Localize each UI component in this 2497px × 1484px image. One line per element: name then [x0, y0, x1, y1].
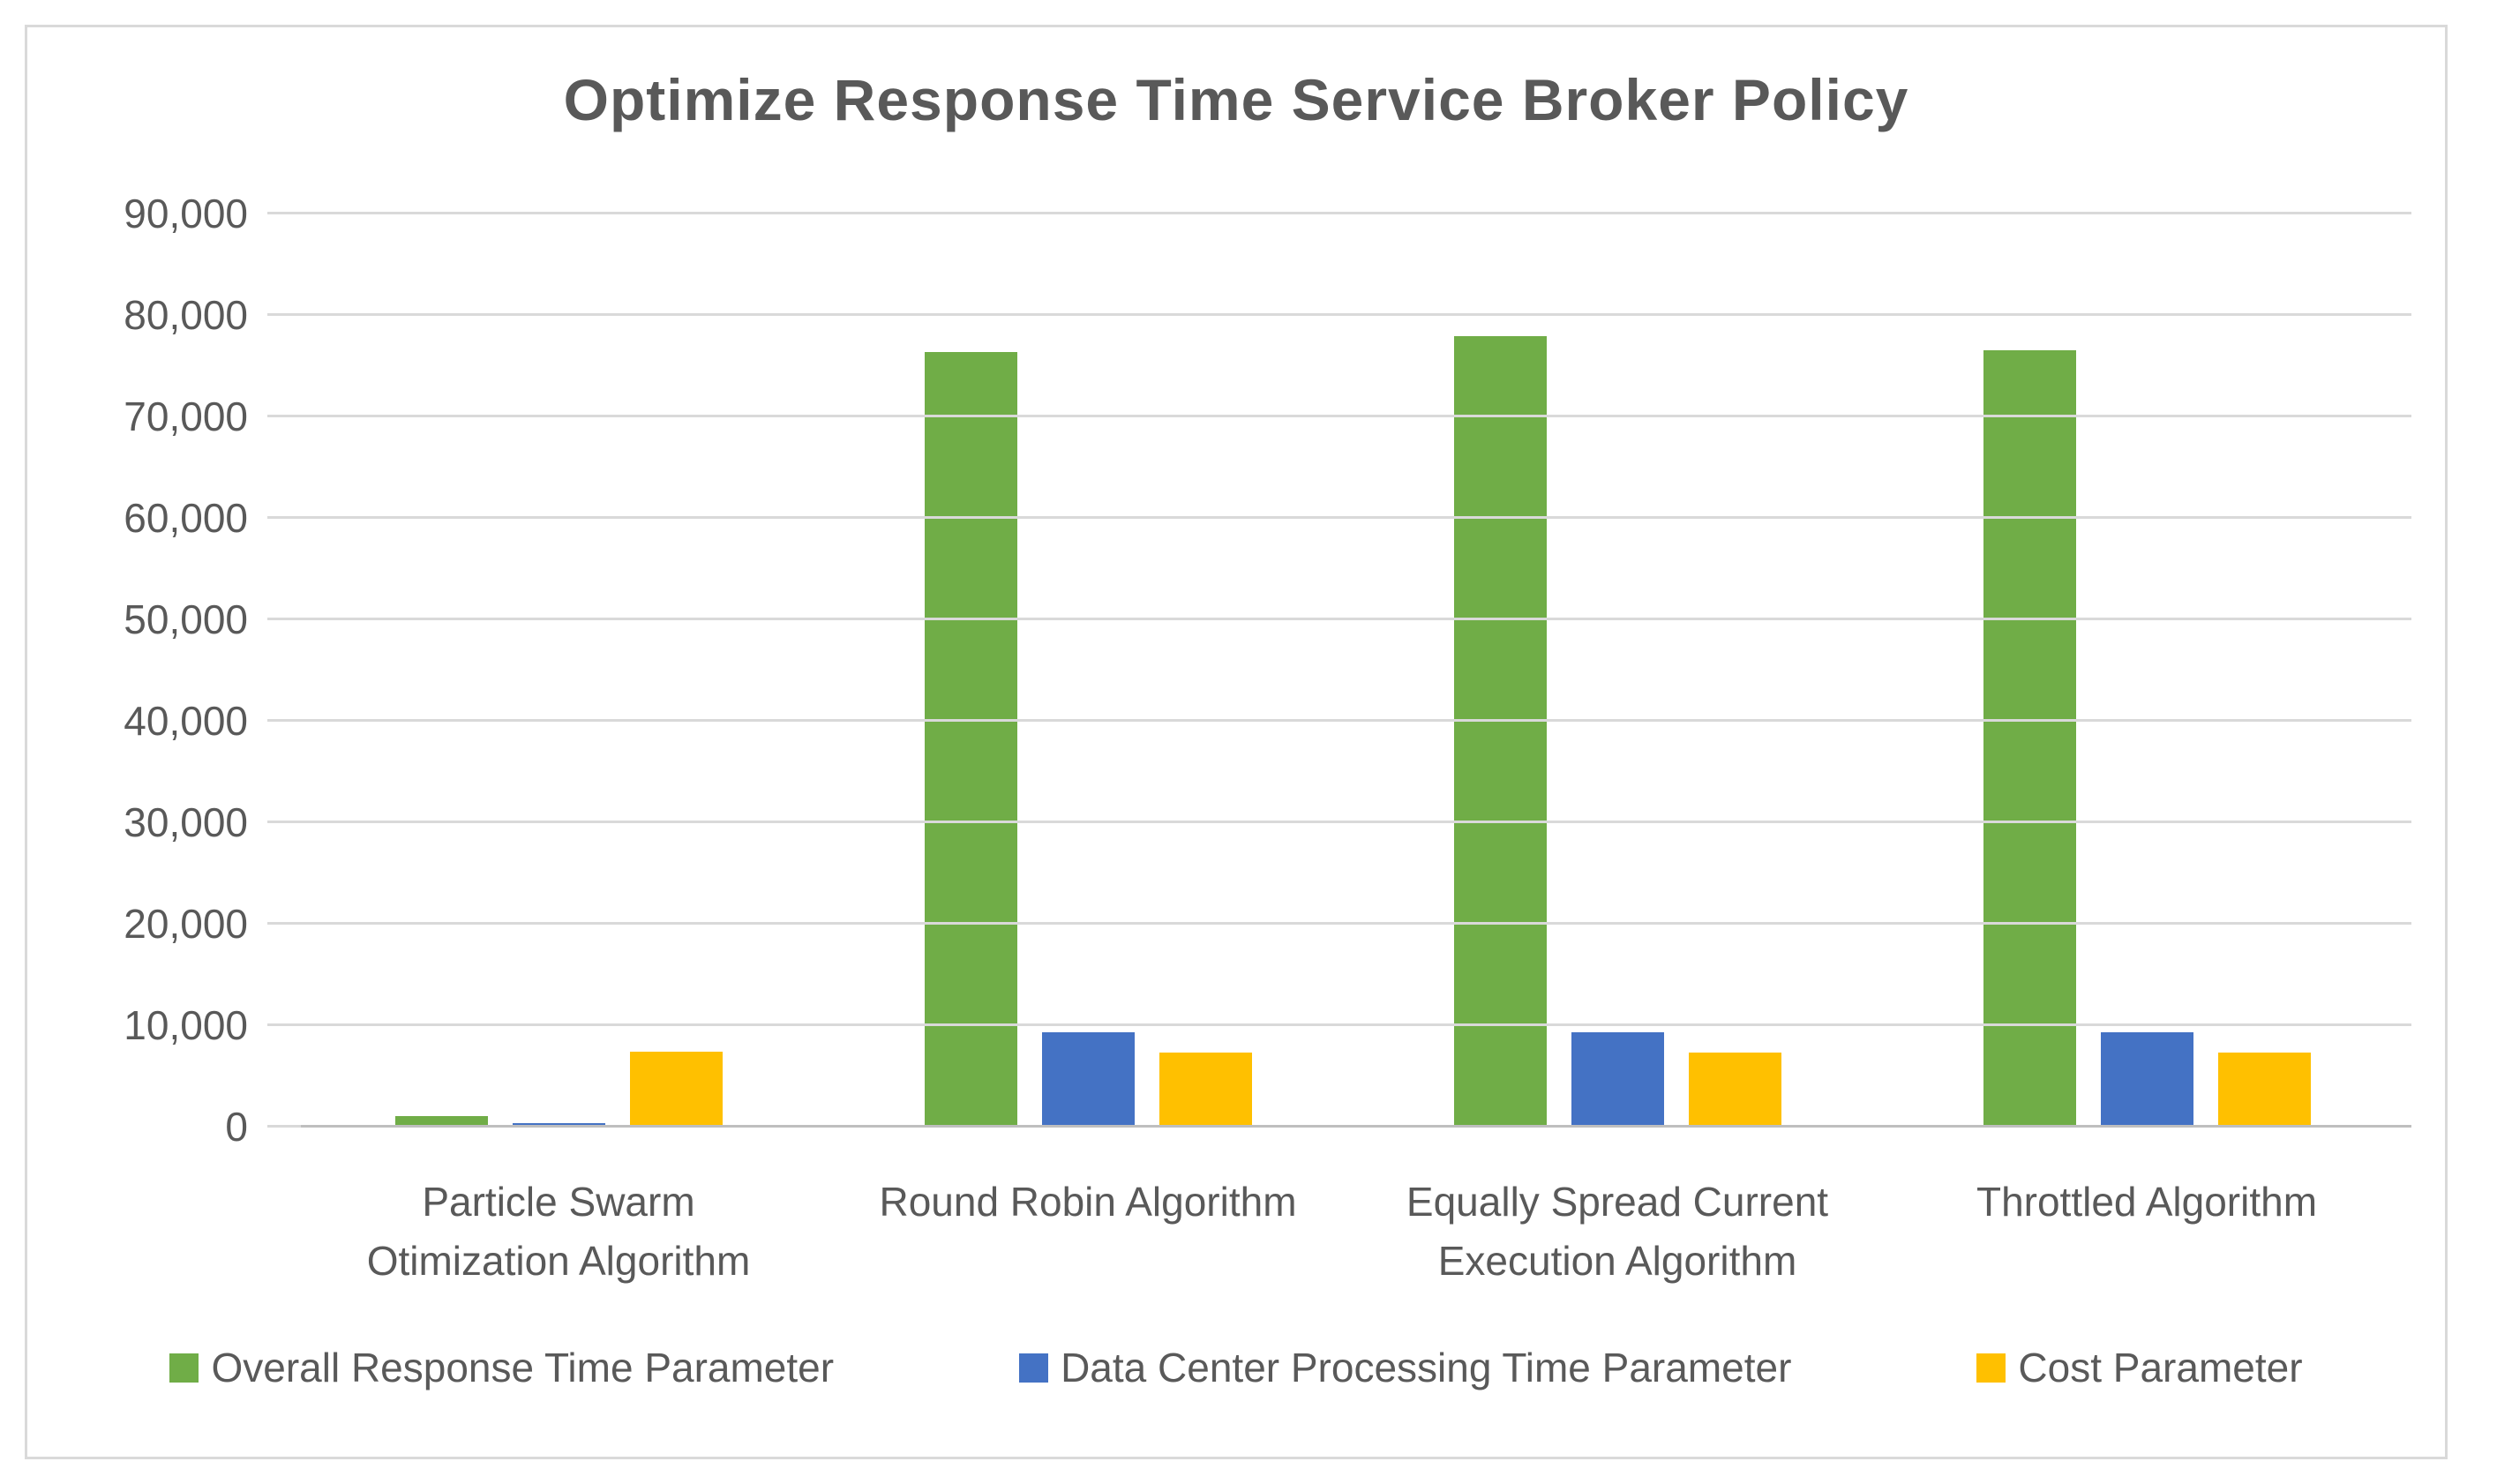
- bar-group-2: [1353, 214, 1882, 1128]
- bar-series0-cat3: [1983, 350, 2076, 1128]
- bar-series1-cat2: [1571, 1031, 1664, 1128]
- legend-label: Overall Response Time Parameter: [211, 1345, 835, 1390]
- gridline: [294, 821, 2411, 823]
- x-axis-labels: Particle Swarm Otimization Algorithm Roun…: [294, 1173, 2411, 1290]
- bar-group-3: [1882, 214, 2411, 1128]
- legend-swatch-icon: [169, 1353, 199, 1383]
- bar-series2-cat2: [1688, 1052, 1781, 1128]
- gridline: [294, 719, 2411, 722]
- y-axis-tick: [267, 313, 301, 316]
- x-axis-category-label-0: Particle Swarm Otimization Algorithm: [366, 1179, 751, 1284]
- chart-title: Optimize Response Time Service Broker Po…: [563, 67, 1909, 132]
- bar-series0-cat2: [1453, 336, 1547, 1128]
- plot-area: [267, 212, 2411, 1128]
- legend-item-1: Data Center Processing Time Parameter: [1019, 1344, 1791, 1391]
- y-axis-tick-label: 50,000: [124, 596, 248, 642]
- legend-swatch-icon: [1976, 1353, 2006, 1383]
- gridline: [294, 516, 2411, 519]
- legend: Overall Response Time Parameter Data Cent…: [27, 1344, 2445, 1391]
- bar-series1-cat3: [2100, 1031, 2193, 1128]
- legend-item-0: Overall Response Time Parameter: [169, 1344, 834, 1391]
- y-axis-tick: [267, 1023, 301, 1026]
- legend-label: Cost Parameter: [2018, 1345, 2303, 1390]
- y-axis-tick: [267, 719, 301, 722]
- y-axis-tick: [267, 516, 301, 519]
- y-axis-tick-label: 80,000: [124, 292, 248, 339]
- y-axis-tick-label: 30,000: [124, 799, 248, 846]
- gridline: [294, 212, 2411, 214]
- y-axis-tick: [267, 415, 301, 417]
- bar-series0-cat0: [394, 1116, 488, 1128]
- gridline: [294, 922, 2411, 925]
- y-axis-tick: [267, 618, 301, 620]
- gridline: [294, 1023, 2411, 1026]
- y-axis-tick-label: 20,000: [124, 901, 248, 948]
- y-axis-tick-label: 70,000: [124, 393, 248, 439]
- chart-card: Optimize Response Time Service Broker Po…: [25, 25, 2448, 1459]
- bar-group-0: [294, 214, 823, 1128]
- y-axis-tick-label: 40,000: [124, 698, 248, 745]
- x-axis-category-label-2: Equally Spread Current Execution Algorit…: [1406, 1179, 1829, 1284]
- y-axis-tick-label: 0: [225, 1104, 248, 1150]
- bar-series2-cat1: [1159, 1052, 1252, 1128]
- gridline: [294, 415, 2411, 417]
- y-axis-tick: [267, 212, 301, 214]
- bar-series2-cat0: [629, 1051, 723, 1128]
- legend-label: Data Center Processing Time Parameter: [1061, 1345, 1792, 1390]
- y-axis-tick: [267, 821, 301, 823]
- y-axis-tick: [267, 1125, 301, 1128]
- bar-series2-cat3: [2217, 1052, 2311, 1128]
- bar-groups: [294, 214, 2411, 1128]
- y-axis-labels: 0 10,000 20,000 30,000 40,000 50,000 60,000 70,…: [27, 193, 248, 1147]
- y-axis-tick-label: 60,000: [124, 495, 248, 542]
- y-axis-tick-label: 90,000: [124, 191, 248, 236]
- bar-group-1: [823, 214, 1353, 1128]
- y-axis-tick: [267, 922, 301, 925]
- gridline: [294, 313, 2411, 316]
- gridline: [294, 618, 2411, 620]
- x-axis-category-label-1: Round Robin Algorithm: [879, 1179, 1297, 1225]
- y-axis-tick-label: 10,000: [124, 1002, 248, 1049]
- legend-swatch-icon: [1019, 1353, 1049, 1383]
- bar-series1-cat1: [1041, 1031, 1135, 1128]
- x-axis-category-label-3: Throttled Algorithm: [1976, 1179, 2318, 1225]
- legend-item-2: Cost Parameter: [1976, 1344, 2303, 1391]
- x-axis-baseline: [294, 1125, 2411, 1128]
- bar-series0-cat1: [924, 352, 1017, 1128]
